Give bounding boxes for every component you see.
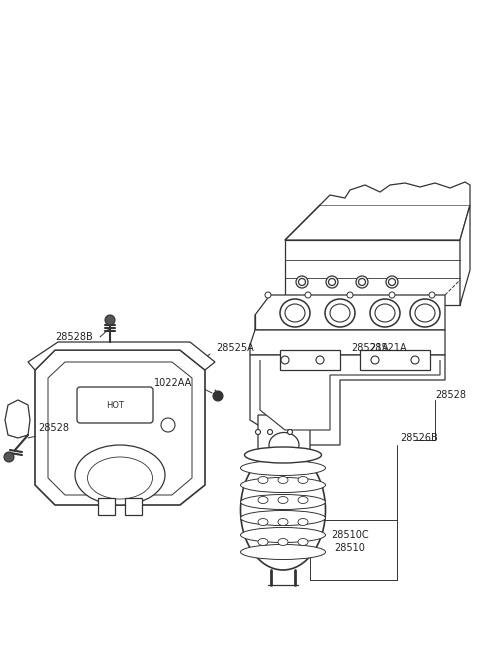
Ellipse shape	[240, 450, 325, 570]
Ellipse shape	[305, 292, 311, 298]
Polygon shape	[258, 415, 310, 480]
Ellipse shape	[278, 497, 288, 504]
Polygon shape	[320, 182, 470, 205]
Ellipse shape	[296, 276, 308, 288]
Ellipse shape	[298, 497, 308, 504]
Ellipse shape	[389, 292, 395, 298]
Ellipse shape	[240, 478, 325, 493]
Ellipse shape	[356, 276, 368, 288]
Ellipse shape	[386, 276, 398, 288]
Polygon shape	[255, 295, 445, 330]
Ellipse shape	[298, 476, 308, 483]
Ellipse shape	[299, 279, 305, 285]
Ellipse shape	[240, 527, 325, 543]
Ellipse shape	[298, 518, 308, 525]
Ellipse shape	[255, 430, 261, 434]
Polygon shape	[460, 205, 470, 305]
Ellipse shape	[285, 304, 305, 322]
Ellipse shape	[330, 304, 350, 322]
Text: 28526B: 28526B	[400, 433, 438, 443]
Ellipse shape	[269, 432, 299, 457]
Polygon shape	[280, 350, 340, 370]
Text: 1022AA: 1022AA	[154, 378, 192, 388]
Polygon shape	[125, 498, 142, 515]
Polygon shape	[5, 400, 30, 438]
Text: 28510C: 28510C	[331, 530, 369, 540]
Ellipse shape	[265, 292, 271, 298]
Ellipse shape	[316, 356, 324, 364]
Ellipse shape	[278, 476, 288, 483]
Ellipse shape	[359, 279, 365, 285]
Polygon shape	[28, 342, 215, 370]
Polygon shape	[285, 240, 460, 305]
Ellipse shape	[328, 279, 336, 285]
Text: 28525A: 28525A	[216, 343, 254, 353]
Ellipse shape	[371, 356, 379, 364]
Polygon shape	[260, 360, 440, 430]
Ellipse shape	[298, 539, 308, 546]
Ellipse shape	[278, 518, 288, 525]
Ellipse shape	[258, 497, 268, 504]
Text: 28510: 28510	[335, 543, 365, 553]
Ellipse shape	[325, 299, 355, 327]
Ellipse shape	[326, 276, 338, 288]
Ellipse shape	[4, 452, 14, 462]
Polygon shape	[285, 205, 470, 240]
Text: 28521A: 28521A	[351, 343, 389, 353]
Ellipse shape	[375, 304, 395, 322]
Ellipse shape	[240, 495, 325, 510]
Ellipse shape	[347, 292, 353, 298]
Polygon shape	[98, 498, 115, 515]
Text: 28528B: 28528B	[55, 332, 93, 342]
FancyBboxPatch shape	[77, 387, 153, 423]
Text: 28528: 28528	[435, 390, 466, 400]
Ellipse shape	[370, 299, 400, 327]
Ellipse shape	[105, 315, 115, 325]
Polygon shape	[360, 350, 430, 370]
Text: 28521A: 28521A	[369, 343, 407, 353]
Ellipse shape	[278, 539, 288, 546]
Polygon shape	[48, 362, 192, 495]
Ellipse shape	[388, 279, 396, 285]
Ellipse shape	[258, 518, 268, 525]
Ellipse shape	[429, 292, 435, 298]
Ellipse shape	[258, 539, 268, 546]
Ellipse shape	[240, 510, 325, 525]
Ellipse shape	[411, 356, 419, 364]
Ellipse shape	[281, 356, 289, 364]
Polygon shape	[35, 350, 205, 505]
Ellipse shape	[213, 391, 223, 401]
Ellipse shape	[280, 299, 310, 327]
Ellipse shape	[267, 430, 273, 434]
Ellipse shape	[410, 299, 440, 327]
Ellipse shape	[161, 418, 175, 432]
Ellipse shape	[75, 445, 165, 505]
Text: HOT: HOT	[106, 401, 124, 409]
Ellipse shape	[240, 544, 325, 560]
Ellipse shape	[240, 461, 325, 476]
Ellipse shape	[288, 430, 292, 434]
Polygon shape	[250, 355, 445, 445]
Text: 28528: 28528	[38, 423, 69, 433]
Ellipse shape	[244, 447, 322, 463]
Polygon shape	[250, 330, 445, 355]
Ellipse shape	[415, 304, 435, 322]
Ellipse shape	[258, 476, 268, 483]
